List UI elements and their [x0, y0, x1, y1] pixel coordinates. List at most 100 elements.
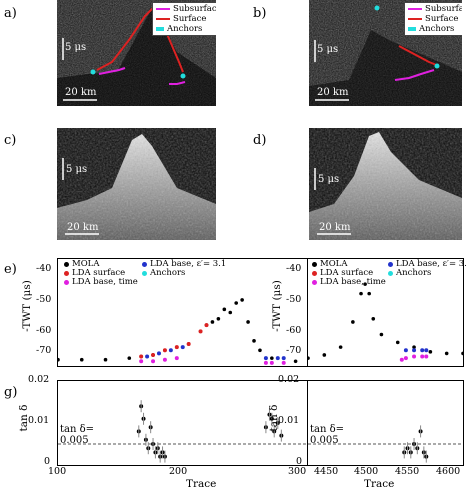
legend-label: Anchors — [167, 24, 203, 34]
legend-label: LDA base, time — [72, 277, 138, 287]
data-point — [180, 345, 185, 350]
legend-label: LDA surface — [72, 268, 126, 278]
data-point — [168, 348, 173, 353]
panel-label-a: a) — [4, 6, 17, 21]
data-point — [139, 359, 144, 364]
plot-f-ytick: -50 — [286, 294, 302, 305]
panel-label-b: b) — [253, 6, 267, 21]
data-point — [270, 356, 274, 360]
data-point — [204, 323, 209, 328]
data-point — [420, 354, 425, 359]
legend-item-anchors: Anchors — [388, 269, 467, 278]
data-point — [367, 291, 371, 296]
plot-g-xtick: 200 — [169, 466, 188, 477]
panel-label-g: g) — [4, 385, 18, 400]
plot-g-xtick: 300 — [288, 466, 307, 477]
plot-f-ylabel: -TWT (μs) — [271, 280, 283, 332]
legend-label: Anchors — [150, 268, 186, 278]
data-point — [252, 339, 256, 343]
plot-g-ytick: 0 — [44, 456, 51, 467]
data-point — [275, 356, 280, 361]
plot-f-legend-2: LDA base, ε′= 3.1 Anchors — [388, 260, 467, 278]
data-point — [428, 350, 433, 354]
plot-h-xtick: 4550 — [395, 466, 420, 477]
data-point — [359, 291, 363, 296]
plot-f-legend: MOLA LDA surface LDA base, time — [312, 260, 386, 287]
legend-label: Surface — [425, 14, 459, 24]
plot-e-ylabel: -TWT (μs) — [21, 280, 33, 332]
legend-label: LDA base, ε′= 3.1 — [150, 259, 227, 269]
plot-g-ytick: 0.01 — [28, 415, 50, 426]
legend-label: Anchors — [396, 268, 432, 278]
plot-f-frame — [306, 258, 465, 367]
scalebar-distance-a: 20 km — [65, 87, 97, 98]
plot-h-ytick: 0.02 — [278, 374, 300, 385]
data-point — [420, 348, 425, 353]
legend-label: MOLA — [72, 259, 100, 269]
scalebar-distance-b: 20 km — [317, 87, 349, 98]
plot-g-xtick: 100 — [48, 466, 67, 477]
surface-line-b — [398, 45, 440, 67]
plot-g-annotation-1: tan δ= — [60, 424, 94, 435]
data-point — [351, 320, 355, 324]
plot-h-annotation-2: 0.005 — [310, 435, 339, 446]
plot-h-xtick: 4450 — [314, 466, 339, 477]
radargram-c-shape — [57, 134, 216, 240]
data-point — [127, 356, 132, 360]
data-point — [293, 359, 298, 364]
panel-label-e: e) — [4, 262, 17, 277]
plot-e-ytick: -60 — [36, 325, 52, 336]
data-point — [210, 320, 215, 324]
plot-e-canvas — [56, 298, 357, 365]
plot-f-ytick: -40 — [286, 263, 302, 274]
scalebar-time-d: 5 μs — [318, 174, 340, 185]
plot-g-annotation-2: 0.005 — [60, 435, 89, 446]
subsurface-line-b — [394, 69, 435, 81]
data-point — [412, 348, 417, 353]
data-point — [145, 354, 150, 359]
data-point — [56, 357, 60, 362]
legend-item-lda-surface: LDA surface — [64, 269, 138, 278]
legend-item-lda-base-eps: LDA base, ε′= 3.1 — [388, 260, 467, 269]
legend-item-mola: MOLA — [64, 260, 138, 269]
data-point — [151, 352, 156, 357]
data-point — [444, 351, 449, 356]
data-point — [461, 351, 465, 356]
plot-h-canvas — [308, 425, 463, 463]
radargram-a: 5 μs 20 km Subsurface Surface Anchors — [57, 0, 216, 106]
legend-item-lda-surface: LDA surface — [312, 269, 386, 278]
plot-e-legend: MOLA LDA surface LDA base, time — [64, 260, 138, 287]
data-point — [424, 354, 429, 359]
data-point — [162, 348, 167, 353]
plot-g-ytick: 0.02 — [28, 374, 50, 385]
plot-e-legend-2: LDA base, ε′= 3.1 Anchors — [142, 260, 226, 278]
plot-e-ytick: -40 — [36, 263, 52, 274]
legend-item-lda-base-time: LDA base, time — [312, 278, 386, 287]
scalebar-distance-d: 20 km — [319, 222, 351, 233]
scalebar-time-b: 5 μs — [317, 44, 339, 55]
data-point — [174, 345, 179, 350]
subsurface-line-a2 — [169, 81, 186, 85]
data-point — [403, 356, 408, 361]
panel-label-c: c) — [4, 133, 17, 148]
radargram-d-shape — [309, 132, 462, 240]
legend-item-subsurface: Subsurface — [408, 4, 462, 14]
data-point — [186, 341, 191, 346]
legend-item-subsurface: Subsurface — [156, 4, 216, 14]
data-point — [403, 348, 408, 353]
legend-label: Surface — [173, 14, 207, 24]
data-point — [174, 356, 179, 361]
data-point — [151, 359, 156, 364]
plot-f-ytick: -60 — [286, 325, 302, 336]
plot-g-canvas — [58, 400, 355, 463]
radargram-d: 5 μs 20 km — [309, 128, 462, 240]
legend-item-mola: MOLA — [312, 260, 386, 269]
legend-radargram-a: Subsurface Surface Anchors — [152, 2, 216, 36]
plot-h-frame — [307, 380, 464, 466]
legend-item-surface: Surface — [156, 14, 216, 24]
plot-h-ytick: 0.01 — [278, 415, 300, 426]
plot-h-xtick: 4600 — [436, 466, 461, 477]
data-point — [240, 298, 244, 302]
data-point — [281, 360, 286, 365]
data-point — [103, 357, 108, 362]
